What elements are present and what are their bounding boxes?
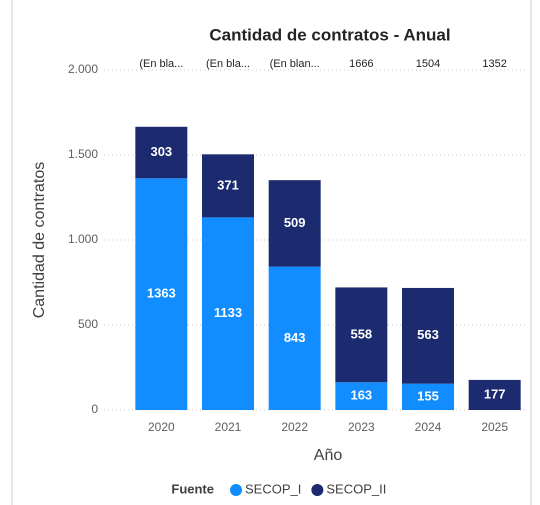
legend-label: SECOP_I	[245, 481, 301, 496]
y-tick-label: 1.500	[68, 147, 98, 161]
data-label: 843	[284, 330, 306, 345]
data-label: 1363	[147, 286, 176, 301]
legend-title: Fuente	[171, 481, 214, 496]
y-axis-title: Cantidad de contratos	[31, 162, 48, 319]
data-label: 509	[284, 215, 306, 230]
data-label: 558	[350, 326, 372, 341]
bar-segment	[268, 266, 321, 410]
x-tick-label: 2021	[215, 420, 242, 434]
top-label: 1352	[482, 58, 506, 70]
data-label: 163	[350, 388, 372, 403]
top-label: (En bla...	[206, 58, 250, 70]
x-tick-label: 2020	[148, 420, 175, 434]
bar-segment	[202, 154, 254, 218]
x-tick-label: 2023	[348, 420, 375, 434]
bar-segment	[402, 383, 454, 410]
top-label: 1504	[416, 58, 440, 70]
x-tick-label: 2025	[481, 420, 508, 434]
top-label: (En blan...	[270, 58, 320, 70]
data-label: 155	[417, 388, 439, 403]
x-axis-title: Año	[314, 447, 343, 464]
bar-segment	[135, 178, 188, 410]
bar-segment	[468, 379, 521, 410]
bar-segment	[268, 180, 321, 267]
x-tick-label: 2024	[415, 420, 442, 434]
legend-marker	[311, 484, 324, 496]
bar-segment	[402, 287, 454, 384]
bar-segment	[335, 287, 388, 383]
chart-title: Cantidad de contratos - Anual	[209, 25, 450, 44]
y-tick-label: 0	[91, 402, 98, 416]
x-tick-label: 2022	[281, 420, 308, 434]
y-tick-label: 500	[78, 317, 98, 331]
data-label: 177	[484, 386, 506, 401]
data-label: 303	[150, 144, 172, 159]
bar-segment	[335, 382, 388, 410]
legend-label: SECOP_II	[326, 481, 386, 496]
y-tick-label: 1.000	[68, 232, 98, 246]
data-label: 371	[217, 177, 239, 192]
top-label: (En bla...	[139, 58, 183, 70]
top-label: 1666	[349, 58, 373, 70]
data-label: 1133	[214, 305, 242, 320]
y-tick-label: 2.000	[68, 62, 98, 76]
bar-segment	[202, 217, 254, 410]
legend-marker	[230, 484, 242, 496]
data-label: 563	[417, 327, 439, 342]
bar-segment	[135, 126, 188, 179]
